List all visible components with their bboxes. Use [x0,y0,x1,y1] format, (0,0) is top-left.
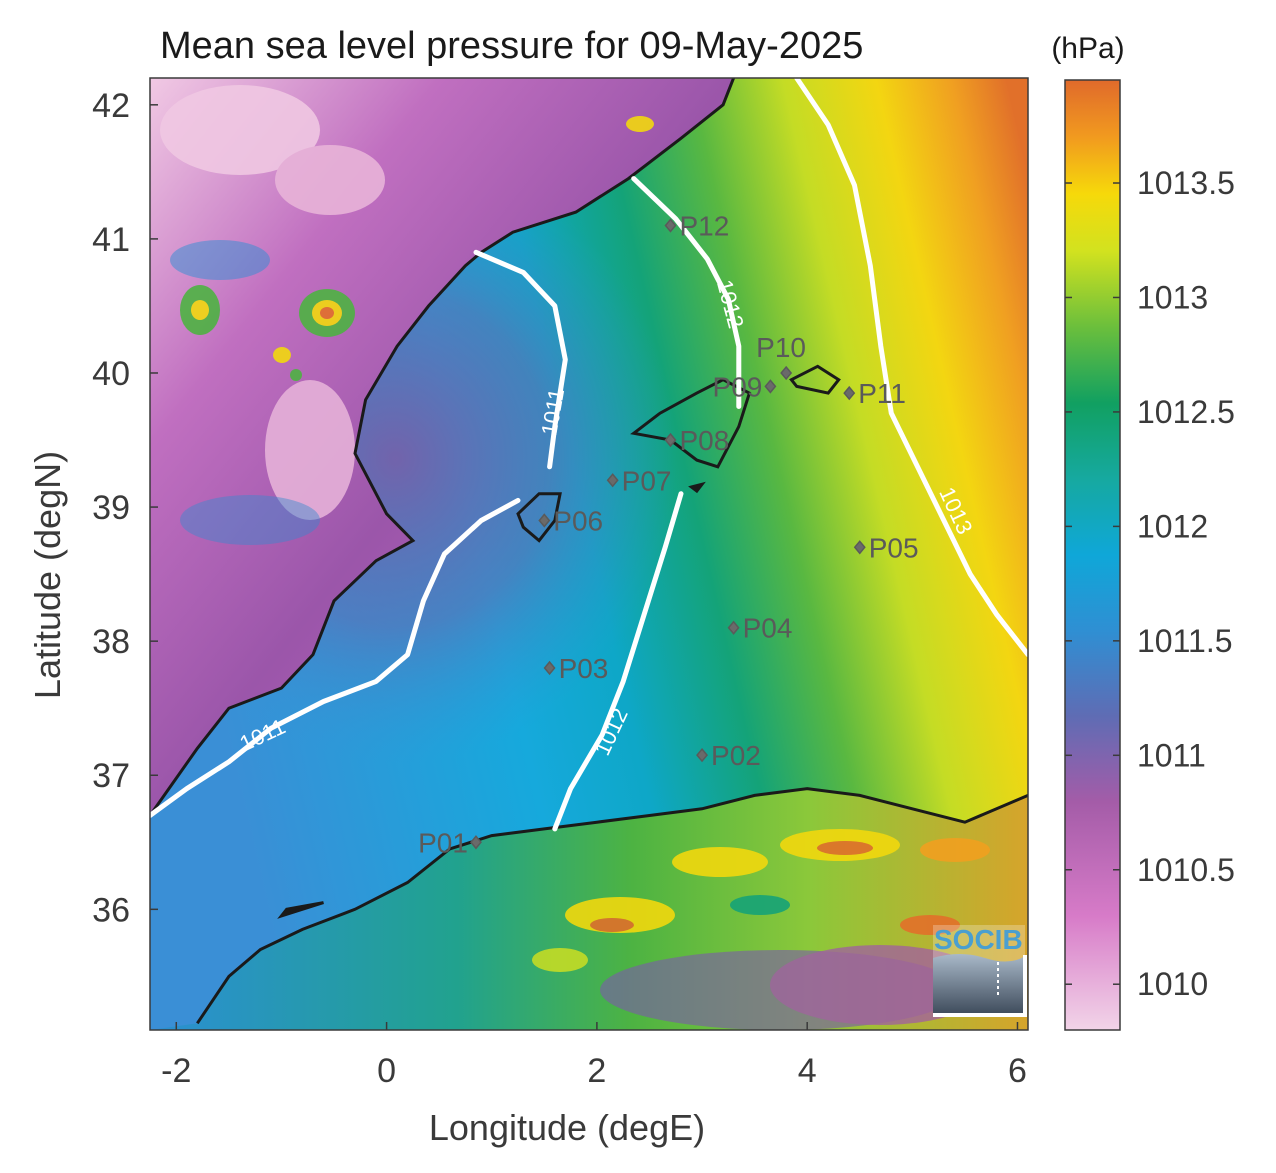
coastline-iberia_east [196,787,1028,1025]
colorbar-tick-label: 1010.5 [1137,852,1235,888]
station-marker-icon [853,540,866,555]
station-marker-icon [664,432,677,448]
contour-1012-segment-0 [552,491,684,832]
colorbar-tick-label: 1011.5 [1137,623,1233,659]
spain-land-pressure [150,78,734,816]
x-tick-label: 2 [587,1052,606,1090]
x-tick-label: -2 [161,1052,191,1090]
y-tick-label: 37 [92,757,130,795]
coastline-mallorca [630,378,752,469]
station-p03: P03 [543,653,609,684]
colorbar-tick-label: 1011 [1137,737,1206,773]
station-marker-icon [780,365,793,381]
station-label: P07 [622,465,672,496]
station-p08: P08 [664,425,729,456]
station-p07: P07 [606,465,672,496]
map-title: Mean sea level pressure for 09-May-2025 [160,25,863,67]
coastline-menorca [789,364,841,395]
y-tick-label: 40 [92,355,130,393]
station-marker-icon [727,620,740,635]
station-marker-icon [538,513,551,528]
station-label: P09 [713,371,763,402]
x-axis-label: Longitude (degE) [429,1107,705,1148]
coastline-cabrera [688,481,706,494]
y-tick-label: 36 [92,891,130,929]
station-p06: P06 [538,505,603,536]
station-label: P01 [418,827,468,858]
colorbar-tick-label: 1010 [1137,966,1208,1002]
station-marker-icon [543,660,556,676]
contour-1012-segment-1 [631,176,742,409]
station-p04: P04 [727,613,793,644]
socib-logo-text: SOCIB [934,924,1023,955]
colorbar-unit: (hPa) [1051,32,1124,65]
station-label: P10 [756,332,806,363]
station-label: P12 [679,210,729,241]
x-axis-ticks: -2 0 2 4 6 [161,1022,1027,1090]
y-tick-label: 39 [92,489,130,527]
y-axis-ticks: 36 37 38 39 40 41 42 [92,87,158,929]
station-marker-icon [469,835,482,850]
station-marker-icon [843,385,856,401]
contour-1011-segment-0 [150,497,521,818]
station-marker-icon [664,218,677,233]
station-label: P06 [553,505,603,536]
station-p02: P02 [696,740,761,771]
station-label: P04 [743,613,793,644]
y-tick-label: 38 [92,623,130,661]
colorbar-tick-label: 1013.5 [1137,165,1235,201]
contour-1013-segment-0 [794,78,1028,658]
colorbar-ticks: 1010 1010.5 1011 1011.5 1012 1012.5 1013 1013.5 [1065,165,1235,1002]
colorbar-tick-label: 1012 [1137,508,1208,544]
station-p12: P12 [664,210,729,241]
colorbar-tick-label: 1012.5 [1137,394,1235,430]
socib-logo: SOCIB [933,924,1027,1017]
coastline-alboran_island [277,901,324,919]
station-p01: P01 [418,827,482,858]
x-tick-label: 4 [798,1052,817,1090]
x-tick-label: 6 [1008,1052,1027,1090]
land-texture [160,85,990,1030]
station-p10: P10 [756,332,806,381]
map-frame [149,77,1029,1031]
station-label: P03 [559,653,609,684]
colorbar-tick-label: 1013 [1137,279,1208,315]
y-tick-label: 42 [92,87,130,125]
station-label: P08 [679,425,729,456]
station-marker-icon [696,747,709,763]
coastline-spain_mainland [150,78,735,817]
x-tick-label: 0 [377,1052,396,1090]
colorbar [1064,79,1121,1031]
contour-1011-segment-1 [473,249,568,470]
station-label: P05 [869,532,919,563]
station-label: P02 [711,740,761,771]
station-label: P11 [858,378,906,409]
station-marker-icon [764,379,777,394]
y-axis-label: Latitude (degN) [27,451,68,699]
station-p05: P05 [853,532,919,563]
station-p09: P09 [713,371,777,402]
station-p11: P11 [843,378,906,409]
coastline-ibiza [516,492,562,543]
pressure-contours [150,78,1028,832]
y-tick-label: 41 [92,221,130,259]
station-marker-icon [606,473,619,488]
coastlines [150,78,1028,1025]
